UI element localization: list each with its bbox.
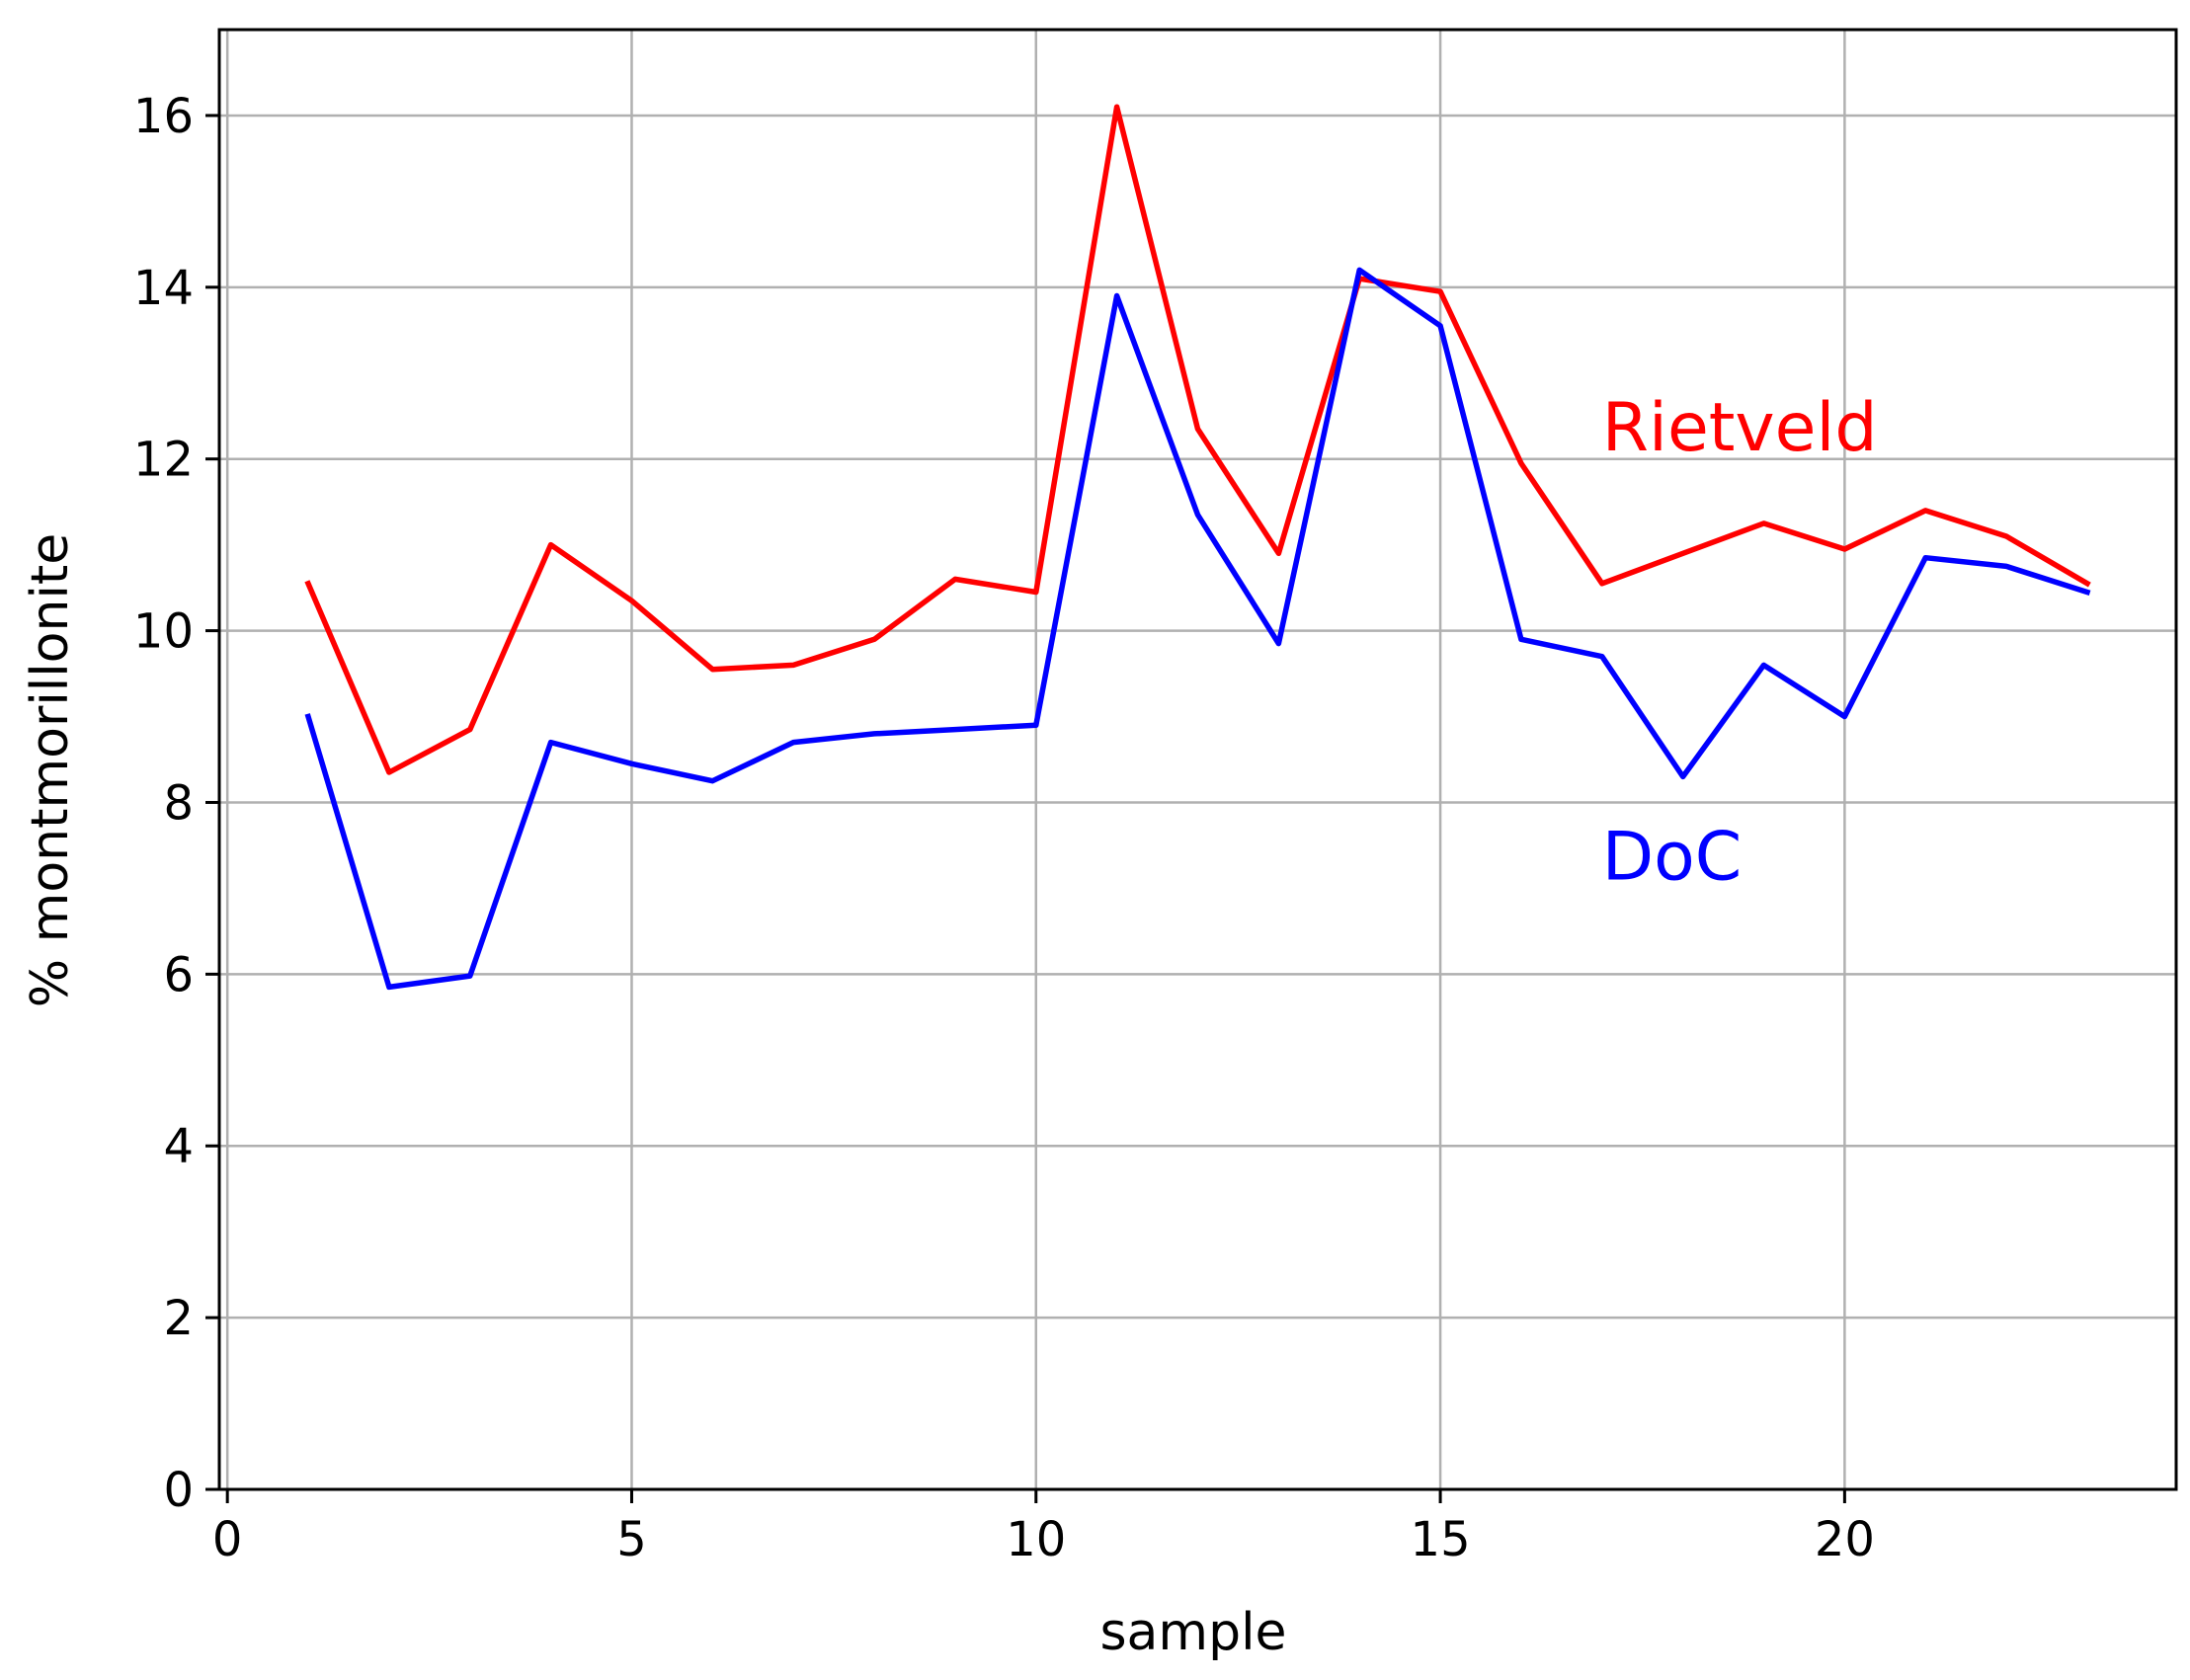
series-label-rietveld: Rietveld <box>1602 389 1878 467</box>
grid-layer <box>219 30 2176 1489</box>
x-tick-label: 15 <box>1411 1512 1471 1567</box>
y-tick-label: 12 <box>133 433 194 488</box>
x-tick-label: 5 <box>616 1512 647 1567</box>
plot-frame <box>219 30 2176 1489</box>
x-tick-label: 10 <box>1006 1512 1066 1567</box>
series-layer <box>308 107 2087 987</box>
y-tick-label: 14 <box>133 261 194 316</box>
y-tick-label: 0 <box>163 1463 194 1518</box>
y-tick-label: 10 <box>133 604 194 660</box>
y-axis-label: % montmorillonite <box>21 533 80 1008</box>
y-tick-label: 16 <box>133 89 194 144</box>
x-tick-label: 20 <box>1815 1512 1875 1567</box>
y-tick-label: 2 <box>163 1291 194 1346</box>
series-label-layer: Rietveld DoC <box>1602 389 1878 897</box>
y-tick-label: 8 <box>163 775 194 831</box>
series-line-doc <box>308 270 2087 987</box>
series-label-doc: DoC <box>1602 819 1742 897</box>
y-tick-label: 4 <box>163 1119 194 1174</box>
x-axis-label: sample <box>1099 1603 1286 1662</box>
plot-border <box>219 30 2176 1489</box>
x-tick-label: 0 <box>212 1512 243 1567</box>
y-tick-label: 6 <box>163 947 194 1002</box>
